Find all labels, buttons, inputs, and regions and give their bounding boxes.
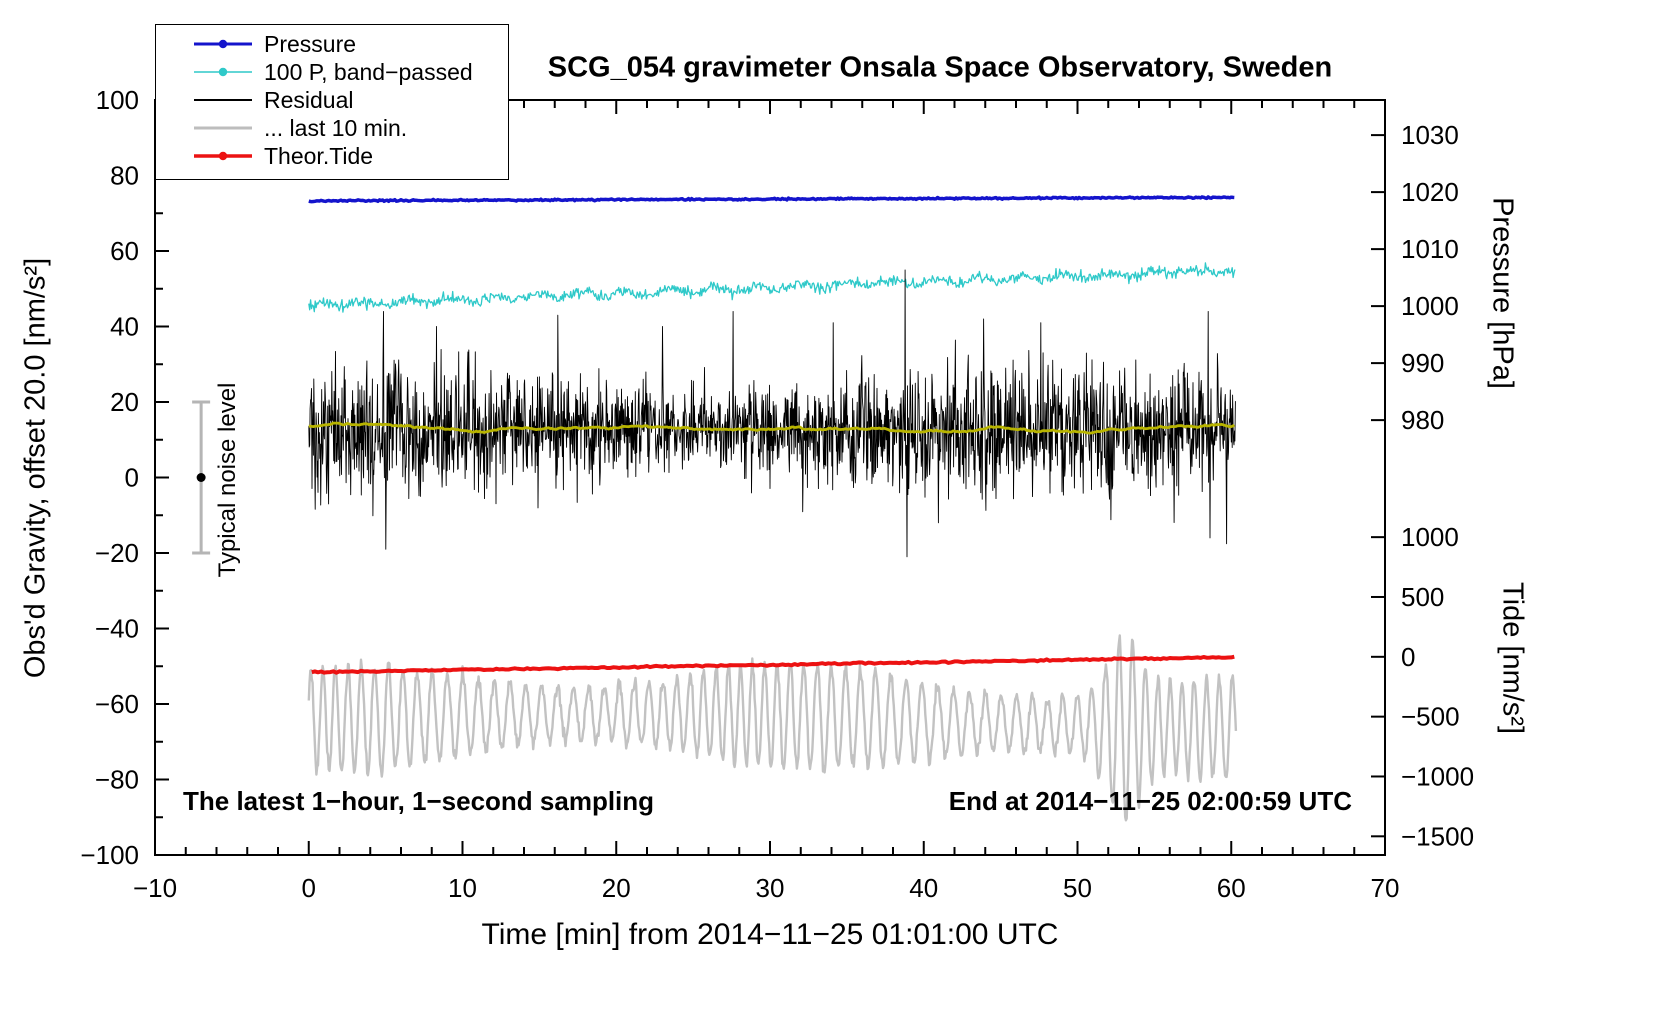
x-tick-label: −10 (133, 873, 177, 903)
x-tick-label: 30 (756, 873, 785, 903)
tide-tick-label: −1000 (1401, 761, 1474, 791)
x-tick-label: 60 (1217, 873, 1246, 903)
legend-marker-icon (194, 39, 252, 49)
x-tick-label: 10 (448, 873, 477, 903)
legend-item-label: 100 P, band−passed (264, 58, 473, 85)
y-left-tick-label: −60 (95, 689, 139, 719)
legend-item: ... last 10 min. (156, 114, 508, 142)
legend-item-label: ... last 10 min. (264, 114, 408, 141)
y-left-tick-label: 40 (110, 312, 139, 342)
y-left-tick-label: 100 (96, 85, 139, 115)
y-left-tick-label: −80 (95, 765, 139, 795)
series-pressure (308, 195, 1235, 204)
y-axis-left-label: Obs'd Gravity, offset 20.0 [nm/s²] (19, 257, 52, 679)
tide-tick-label: −500 (1401, 702, 1460, 732)
pressure-tick-label: 1010 (1401, 234, 1459, 264)
legend-marker-icon (194, 126, 252, 130)
series-last10 (307, 634, 1238, 822)
legend-marker-icon (194, 151, 252, 161)
chart-title: SCG_054 gravimeter Onsala Space Observat… (547, 51, 1333, 84)
pressure-tick-label: 990 (1401, 348, 1444, 378)
sampling-annotation: The latest 1−hour, 1−second sampling (183, 786, 655, 816)
series-residual_mean (308, 421, 1236, 435)
legend-item: Residual (156, 86, 508, 114)
pressure-tick-label: 1020 (1401, 177, 1459, 207)
legend: Pressure 100 P, band−passed Residual... la… (155, 24, 509, 180)
legend-item-label: Pressure (264, 30, 357, 57)
y-left-tick-label: 60 (110, 236, 139, 266)
tide-tick-label: −1500 (1401, 821, 1474, 851)
tide-tick-label: 0 (1401, 642, 1415, 672)
pressure-tick-label: 980 (1401, 405, 1444, 435)
y-left-tick-label: −20 (95, 538, 139, 568)
x-tick-label: 0 (302, 873, 316, 903)
legend-item: 100 P, band−passed (156, 58, 508, 86)
pressure-tick-label: 1000 (1401, 291, 1459, 321)
y-left-tick-label: −40 (95, 614, 139, 644)
legend-item: Pressure (156, 30, 508, 58)
x-tick-label: 20 (602, 873, 631, 903)
tide-tick-label: 500 (1401, 582, 1444, 612)
x-tick-label: 70 (1371, 873, 1400, 903)
y-left-tick-label: 20 (110, 387, 139, 417)
legend-marker-icon (194, 67, 252, 77)
typical-noise-level-label: Typical noise level (214, 382, 241, 578)
series-tide (311, 654, 1235, 675)
end-time-annotation: End at 2014−11−25 02:00:59 UTC (948, 786, 1352, 816)
x-axis-label: Time [min] from 2014−11−25 01:01:00 UTC (481, 918, 1059, 951)
y-left-tick-label: −100 (80, 840, 139, 870)
y-axis-tide-label: Tide [nm/s²] (1496, 581, 1529, 735)
series-band_passed (308, 262, 1236, 313)
pressure-tick-label: 1030 (1401, 120, 1459, 150)
y-axis-pressure-label: Pressure [hPa] (1486, 197, 1519, 389)
typical-noise-errorbar (192, 400, 211, 555)
x-tick-label: 50 (1063, 873, 1092, 903)
legend-item-label: Residual (264, 86, 354, 113)
legend-item: Theor.Tide (156, 142, 508, 170)
series-residual (308, 269, 1236, 558)
y-left-tick-label: 80 (110, 161, 139, 191)
tide-tick-label: 1000 (1401, 522, 1459, 552)
x-tick-label: 40 (909, 873, 938, 903)
y-left-tick-label: 0 (125, 463, 139, 493)
legend-marker-icon (194, 99, 252, 101)
legend-item-label: Theor.Tide (264, 142, 374, 169)
